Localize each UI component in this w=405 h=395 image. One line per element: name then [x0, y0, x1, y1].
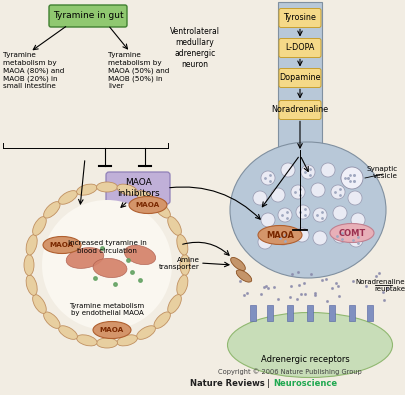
Text: MAOA: MAOA — [100, 327, 124, 333]
Ellipse shape — [154, 312, 171, 328]
FancyBboxPatch shape — [279, 100, 321, 120]
Text: Nature Reviews: Nature Reviews — [190, 378, 265, 387]
FancyBboxPatch shape — [349, 305, 355, 321]
Ellipse shape — [230, 258, 245, 271]
FancyBboxPatch shape — [250, 305, 256, 321]
Ellipse shape — [93, 258, 127, 278]
Ellipse shape — [26, 235, 37, 255]
Text: |: | — [267, 378, 270, 387]
Circle shape — [281, 163, 295, 177]
Text: Tyramine metabolism
by endothelial MAOA: Tyramine metabolism by endothelial MAOA — [69, 303, 145, 316]
Text: Tyramine
metabolism by
MAOA (80%) and
MAOB (20%) in
small intestine: Tyramine metabolism by MAOA (80%) and MA… — [3, 52, 64, 89]
Circle shape — [341, 171, 355, 185]
Circle shape — [261, 213, 275, 227]
FancyBboxPatch shape — [278, 2, 322, 157]
Ellipse shape — [59, 326, 77, 339]
Ellipse shape — [129, 196, 167, 214]
Circle shape — [333, 229, 347, 243]
Text: Copyright © 2006 Nature Publishing Group: Copyright © 2006 Nature Publishing Group — [218, 369, 362, 375]
Circle shape — [349, 233, 363, 247]
Circle shape — [258, 235, 272, 249]
Circle shape — [333, 206, 347, 220]
Text: MAOA: MAOA — [266, 231, 294, 239]
Text: Adrenergic receptors: Adrenergic receptors — [261, 356, 350, 365]
Ellipse shape — [168, 295, 181, 313]
Ellipse shape — [236, 270, 252, 282]
FancyBboxPatch shape — [307, 305, 313, 321]
Circle shape — [296, 205, 310, 219]
Text: Ventrolateral
medullary
adrenergic
neuron: Ventrolateral medullary adrenergic neuro… — [170, 27, 220, 69]
Ellipse shape — [330, 224, 374, 243]
FancyBboxPatch shape — [279, 38, 321, 58]
Ellipse shape — [96, 182, 117, 192]
Ellipse shape — [228, 312, 392, 378]
Circle shape — [321, 163, 335, 177]
Circle shape — [291, 185, 305, 199]
Ellipse shape — [93, 322, 131, 339]
Ellipse shape — [117, 335, 137, 346]
Text: MAOA: MAOA — [136, 202, 160, 208]
Ellipse shape — [180, 254, 190, 275]
Ellipse shape — [136, 191, 156, 204]
Ellipse shape — [33, 216, 46, 235]
FancyBboxPatch shape — [367, 305, 373, 321]
Circle shape — [295, 228, 309, 242]
Text: L-DOPA: L-DOPA — [285, 43, 315, 53]
Ellipse shape — [96, 338, 117, 348]
Text: Synaptic
vesicle: Synaptic vesicle — [367, 166, 398, 179]
Text: Neuroscience: Neuroscience — [273, 378, 337, 387]
Ellipse shape — [26, 275, 37, 295]
Circle shape — [311, 183, 325, 197]
Ellipse shape — [124, 245, 156, 265]
Text: Increased tyramine in
blood circulation: Increased tyramine in blood circulation — [68, 240, 146, 254]
Text: Tyramine in gut: Tyramine in gut — [53, 11, 123, 21]
FancyBboxPatch shape — [279, 68, 321, 88]
Ellipse shape — [230, 142, 386, 278]
Ellipse shape — [177, 275, 188, 295]
Ellipse shape — [33, 295, 46, 313]
Text: MAOA: MAOA — [50, 242, 74, 248]
Circle shape — [253, 191, 267, 205]
Circle shape — [278, 208, 292, 222]
FancyBboxPatch shape — [49, 5, 127, 27]
FancyBboxPatch shape — [106, 172, 170, 204]
Ellipse shape — [44, 312, 60, 328]
Ellipse shape — [77, 184, 97, 195]
Text: Dopamine: Dopamine — [279, 73, 321, 83]
Ellipse shape — [117, 184, 137, 195]
Text: Tyrosine: Tyrosine — [284, 13, 316, 23]
Circle shape — [271, 188, 285, 202]
Circle shape — [351, 213, 365, 227]
Circle shape — [313, 208, 327, 222]
Circle shape — [331, 185, 345, 199]
Circle shape — [341, 167, 363, 189]
Ellipse shape — [43, 237, 81, 254]
Circle shape — [313, 231, 327, 245]
Text: Tyramine
metabolism by
MAOA (50%) and
MAOB (50%) in
liver: Tyramine metabolism by MAOA (50%) and MA… — [108, 52, 169, 89]
Circle shape — [348, 191, 362, 205]
Ellipse shape — [154, 201, 171, 218]
Circle shape — [276, 231, 290, 245]
Ellipse shape — [44, 201, 60, 218]
Circle shape — [301, 165, 315, 179]
Ellipse shape — [168, 216, 181, 235]
Ellipse shape — [136, 326, 156, 339]
FancyBboxPatch shape — [279, 9, 321, 28]
Circle shape — [261, 171, 275, 185]
Ellipse shape — [24, 254, 34, 275]
Text: Noradrenaline
reuptake: Noradrenaline reuptake — [356, 278, 405, 292]
Text: MAOA
inhibitors: MAOA inhibitors — [117, 178, 159, 198]
FancyBboxPatch shape — [267, 305, 273, 321]
Ellipse shape — [66, 248, 104, 268]
FancyBboxPatch shape — [287, 305, 293, 321]
Text: Amine
transporter: Amine transporter — [159, 256, 200, 269]
Ellipse shape — [258, 226, 302, 245]
Ellipse shape — [59, 191, 77, 204]
Text: COMT: COMT — [338, 228, 366, 237]
Text: Noradrenaline: Noradrenaline — [271, 105, 328, 115]
Ellipse shape — [77, 335, 97, 346]
Circle shape — [42, 200, 172, 330]
FancyBboxPatch shape — [329, 305, 335, 321]
Ellipse shape — [177, 235, 188, 255]
